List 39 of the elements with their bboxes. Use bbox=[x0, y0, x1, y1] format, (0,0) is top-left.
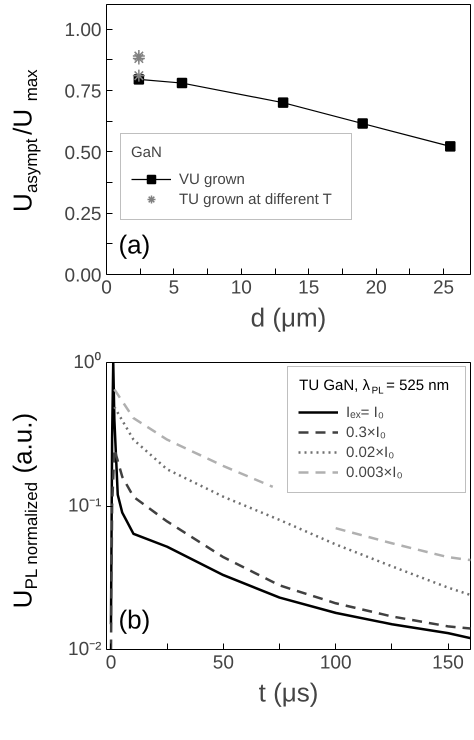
y-tick-label: 10⁰ bbox=[73, 351, 102, 373]
legend-label: 0.003×I₀ bbox=[346, 464, 404, 480]
x-axis-title: t (μs) bbox=[258, 678, 318, 708]
annotation: (b) bbox=[118, 604, 150, 634]
point bbox=[132, 68, 146, 82]
y-tick-label: 10⁻² bbox=[68, 639, 102, 660]
x-tick-label: 150 bbox=[432, 652, 464, 674]
x-tick-label: 0 bbox=[101, 278, 112, 298]
y-tick-label: 0.00 bbox=[64, 266, 102, 286]
y-tick-label: 10⁻¹ bbox=[68, 496, 102, 516]
y-tick-label: 0.25 bbox=[64, 204, 102, 226]
x-tick-label: 10 bbox=[230, 278, 252, 298]
legend-label: 0.3×I₀ bbox=[346, 424, 388, 440]
point bbox=[132, 52, 146, 66]
legend-title: GaN bbox=[131, 144, 163, 161]
x-tick-label: 100 bbox=[320, 652, 352, 674]
x-tick-label: 50 bbox=[212, 652, 234, 674]
x-tick-label: 5 bbox=[168, 278, 180, 298]
y-tick-label: 0.75 bbox=[64, 81, 102, 102]
x-tick-label: 15 bbox=[298, 278, 320, 298]
y-tick-label: 0.50 bbox=[64, 142, 102, 164]
legend-label: VU grown bbox=[179, 170, 246, 188]
x-tick-label: 20 bbox=[366, 278, 387, 298]
x-axis-title: d (μm) bbox=[250, 302, 326, 332]
y-axis-title: Uasympt/Umax bbox=[8, 68, 42, 212]
line-series bbox=[113, 406, 470, 596]
x-tick-label: 0 bbox=[106, 652, 116, 674]
legend-label: TU grown at different T bbox=[179, 190, 333, 208]
legend-label: Iₑₓ= I₀ bbox=[346, 404, 385, 420]
x-tick-label: 25 bbox=[432, 278, 454, 298]
point bbox=[357, 118, 368, 129]
point bbox=[176, 78, 188, 88]
y-tick-label: 1.00 bbox=[64, 20, 102, 42]
legend-label: 0.02×I₀ bbox=[346, 444, 396, 460]
y-axis-title: UPL normalized (a.u.) bbox=[8, 412, 42, 608]
point bbox=[445, 141, 456, 152]
point bbox=[132, 49, 146, 63]
point bbox=[278, 97, 288, 108]
annotation: (a) bbox=[118, 230, 150, 260]
